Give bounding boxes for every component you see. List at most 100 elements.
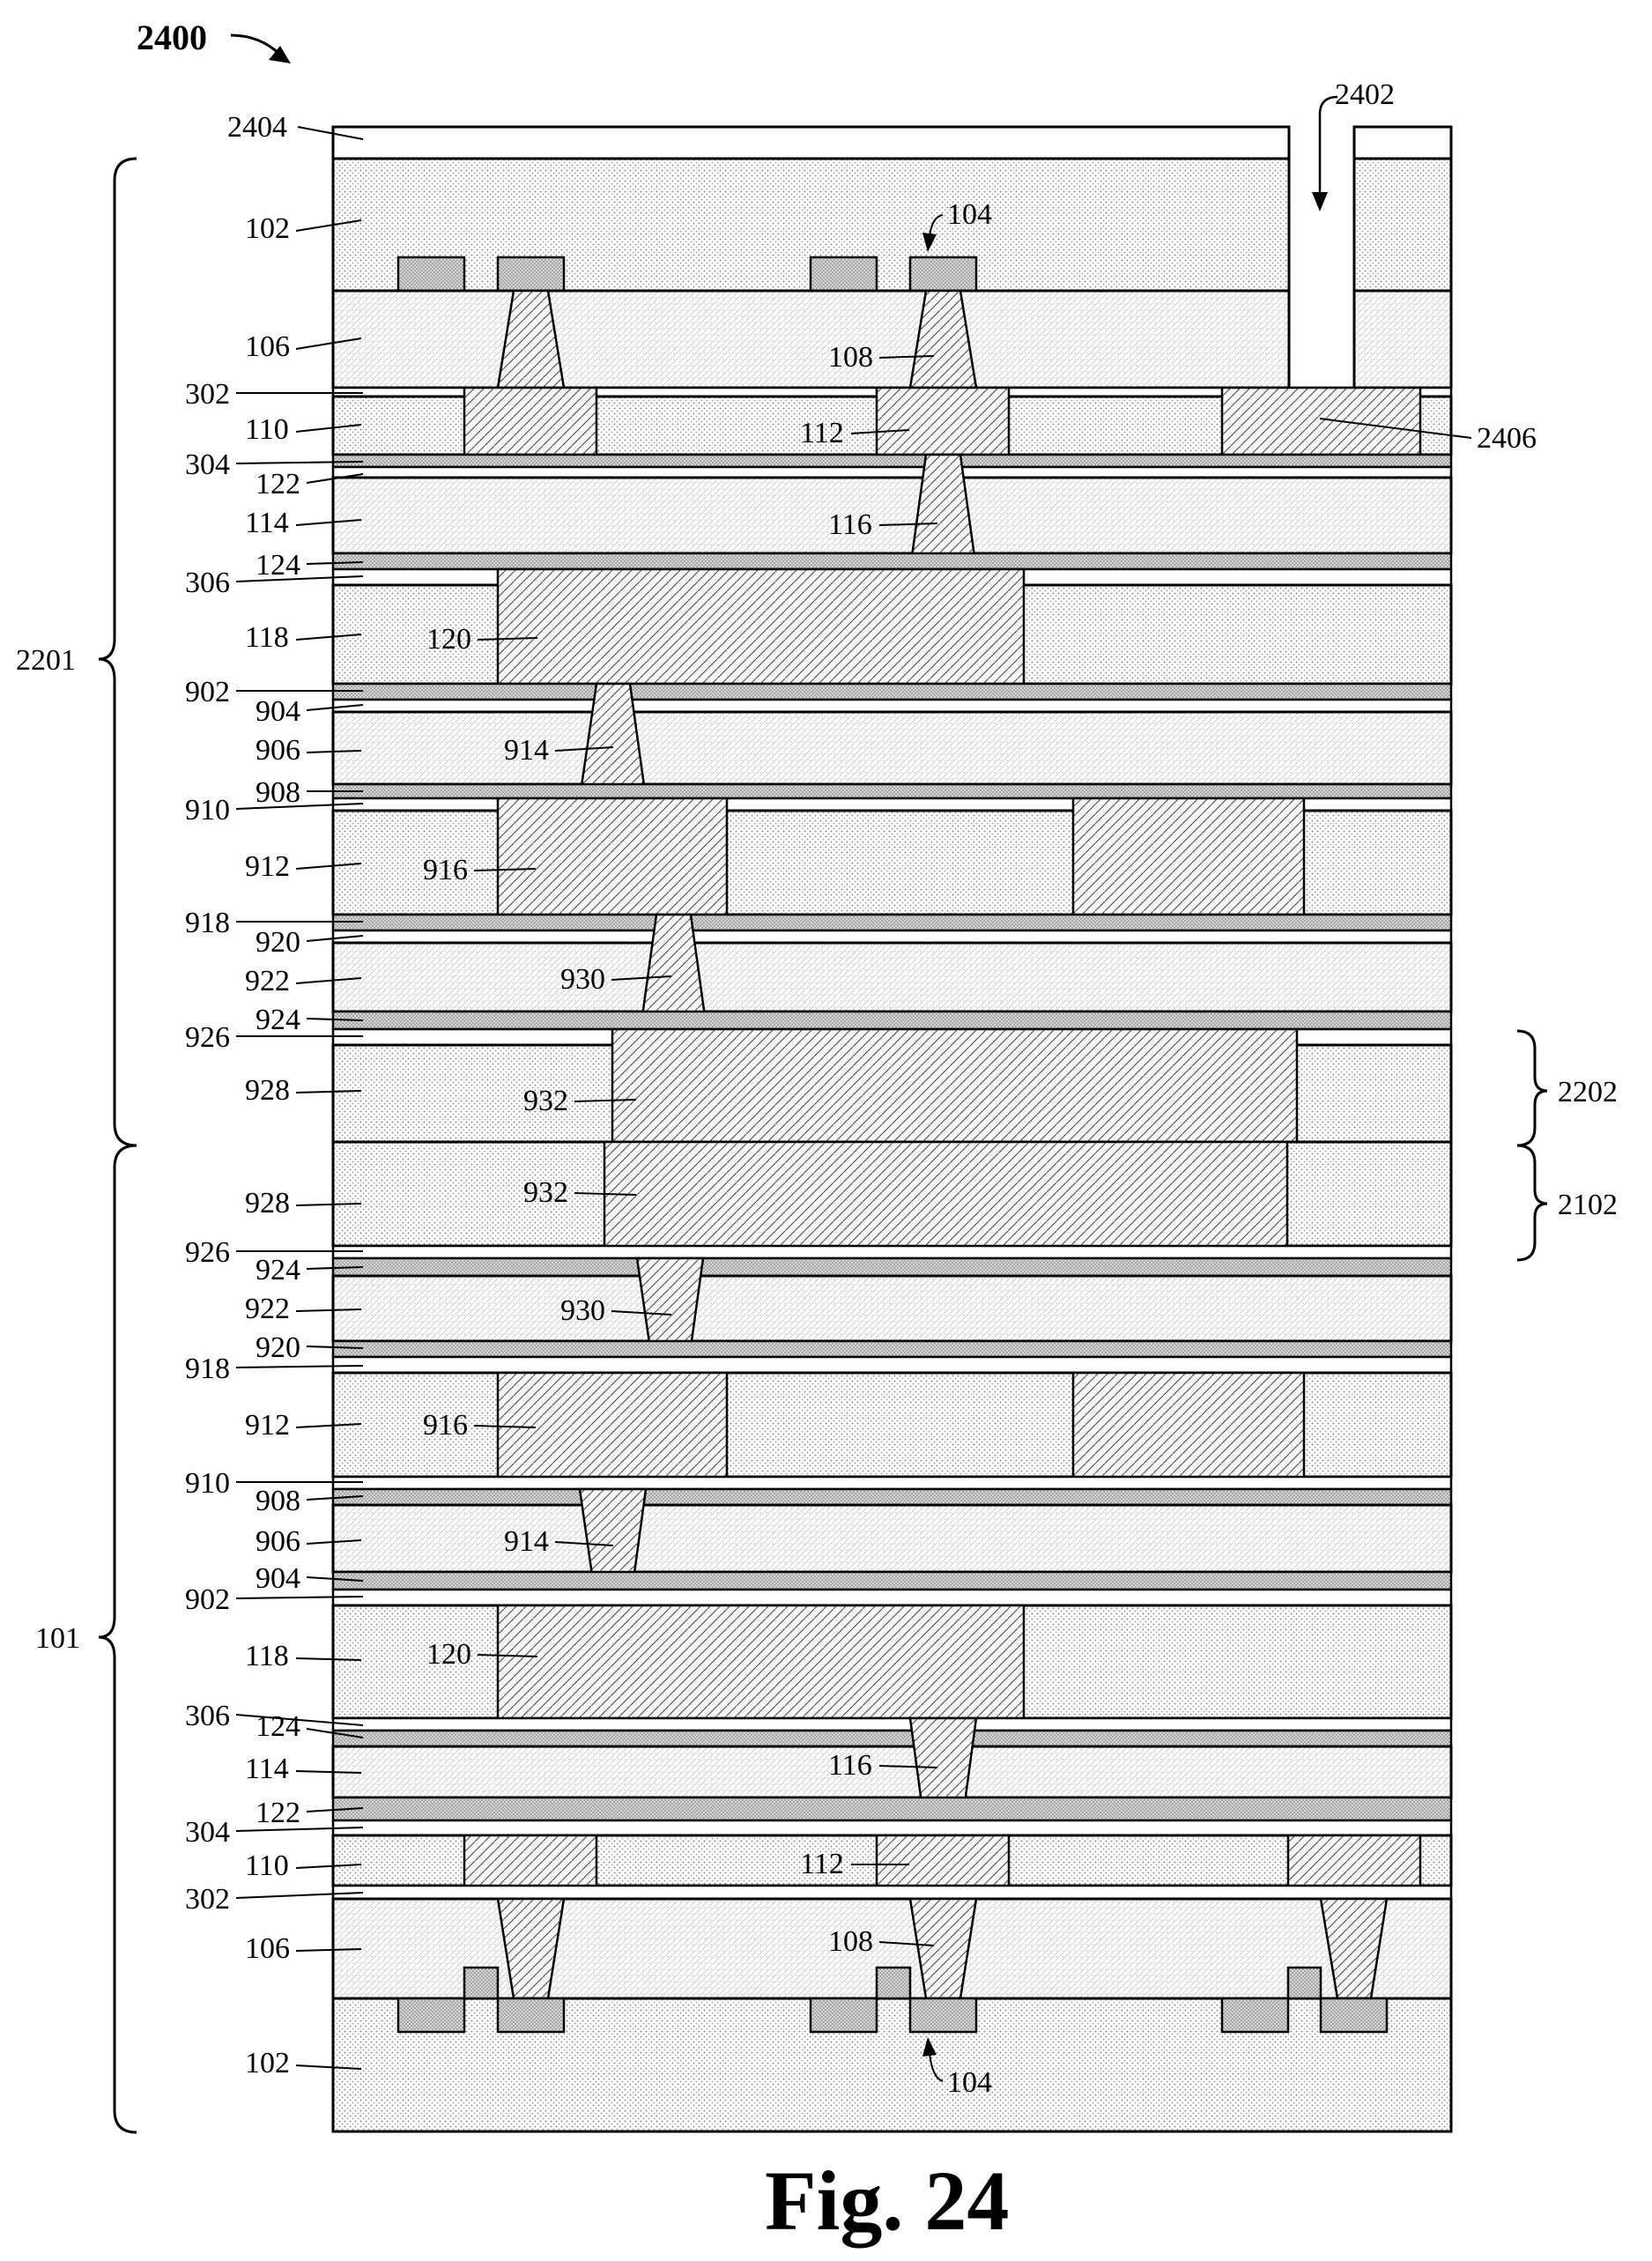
upper-etch-stop-304 — [331, 453, 1453, 469]
figure-number-arrow-icon — [230, 33, 282, 56]
label-914-top: 914 — [504, 734, 549, 767]
bracket-right-2102 — [1516, 1144, 1548, 1262]
label-908-top: 908 — [256, 776, 300, 809]
label-120-top: 120 — [426, 623, 471, 656]
label-928-top: 928 — [245, 1074, 290, 1107]
label-114-bottom: 114 — [245, 1753, 289, 1785]
label-114-top: 114 — [245, 507, 289, 539]
upper-ild-106 — [331, 289, 1291, 389]
lower-metal-120 — [496, 1604, 1026, 1720]
upper-cap-124 — [331, 552, 1453, 571]
trench-arrowhead-icon — [1312, 192, 1328, 211]
left-layer-labels: 102 106 302 110 304 122 114 124 306 118 … — [185, 212, 364, 2079]
label-306-top: 306 — [185, 567, 230, 599]
label-930-bottom: 930 — [560, 1294, 605, 1327]
label-904-bottom: 904 — [256, 1562, 300, 1595]
label-910-bottom: 910 — [185, 1467, 230, 1500]
label-102-bottom: 102 — [245, 2047, 290, 2079]
label-304-top: 304 — [185, 448, 230, 481]
upper-layer-922 — [331, 941, 1453, 1013]
lower-device-arrow-icon — [929, 2052, 944, 2082]
label-106-bottom: 106 — [245, 1932, 290, 1965]
label-116-bottom: 116 — [828, 1749, 872, 1782]
lower-bond-932 — [603, 1140, 1289, 1260]
label-926-bottom: 926 — [185, 1236, 230, 1269]
bracket-lower-101 — [98, 1144, 137, 2134]
upper-metal-916-b — [1071, 797, 1306, 916]
lower-device-label: 104 — [947, 2066, 992, 2099]
label-904-top: 904 — [256, 695, 300, 728]
upper-device-label: 104 — [947, 198, 992, 231]
upper-layer-904 — [331, 698, 1453, 714]
label-110-bottom: 110 — [245, 1850, 289, 1882]
label-304-bottom: 304 — [185, 1816, 230, 1849]
label-930-top: 930 — [560, 963, 605, 996]
label-302-top: 302 — [185, 378, 230, 411]
label-928-bottom: 928 — [245, 1187, 290, 1219]
upper-layer-920 — [331, 929, 1453, 945]
lower-layer-926 — [331, 1244, 1453, 1260]
label-112-bottom: 112 — [800, 1848, 844, 1880]
top-film-label: 2404 — [227, 111, 287, 144]
label-918-top: 918 — [185, 907, 230, 939]
label-116-top: 116 — [828, 508, 872, 541]
label-908-bottom: 908 — [256, 1485, 300, 1517]
label-306-bottom: 306 — [185, 1700, 230, 1732]
lower-layer-904 — [331, 1570, 1453, 1591]
upper-cap-122 — [331, 465, 1453, 479]
lower-device-arrowhead-icon — [922, 2037, 937, 2057]
label-108-bottom: 108 — [828, 1925, 873, 1958]
label-112-top: 112 — [800, 417, 844, 449]
label-906-top: 906 — [256, 734, 300, 767]
upper-device-arrow-icon — [929, 214, 944, 237]
label-912-top: 912 — [245, 850, 290, 883]
lower-etch-stop-304 — [331, 1819, 1453, 1837]
label-922-bottom: 922 — [245, 1293, 290, 1325]
bracket-upper-label: 2201 — [16, 644, 76, 677]
upper-bond-932 — [611, 1027, 1299, 1144]
label-106-top: 106 — [245, 330, 290, 363]
label-118-bottom: 118 — [245, 1640, 289, 1672]
bracket-lower-label: 101 — [35, 1622, 80, 1655]
bond-pad-2406 — [1220, 386, 1422, 456]
figure-number-arrowhead-icon — [269, 46, 291, 63]
figure-caption: Fig. 24 — [765, 2154, 1009, 2248]
label-920-top: 920 — [256, 926, 300, 959]
label-916-bottom: 916 — [423, 1409, 468, 1442]
label-902-top: 902 — [185, 676, 230, 708]
lower-layer-910 — [331, 1475, 1453, 1491]
label-924-top: 924 — [256, 1004, 300, 1036]
upper-metal-120 — [496, 567, 1026, 686]
upper-layer-906 — [331, 710, 1453, 786]
label-122-bottom: 122 — [256, 1797, 300, 1829]
label-906-bottom: 906 — [256, 1525, 300, 1558]
label-124-bottom: 124 — [256, 1710, 300, 1743]
label-922-top: 922 — [245, 965, 290, 997]
label-926-top: 926 — [185, 1021, 230, 1054]
device-stack — [331, 125, 1453, 2133]
label-920-bottom: 920 — [256, 1331, 300, 1364]
label-110-top: 110 — [245, 413, 289, 446]
bond-pad-label: 2406 — [1477, 422, 1537, 455]
lower-layer-902 — [331, 1588, 1453, 1607]
label-932-top: 932 — [523, 1085, 568, 1117]
upper-ild-106-right — [1352, 289, 1453, 389]
label-108-top: 108 — [828, 341, 873, 374]
lower-etch-stop-306 — [331, 1716, 1453, 1732]
upper-imd-114 — [331, 476, 1453, 555]
label-102-top: 102 — [245, 212, 290, 245]
lower-metal-916-b — [1071, 1371, 1306, 1491]
label-914-bottom: 914 — [504, 1525, 549, 1558]
figure-number-label: 2400 — [137, 18, 207, 57]
lower-layer-906 — [331, 1503, 1453, 1574]
upper-layer-908 — [331, 782, 1453, 800]
lower-cap-124 — [331, 1729, 1453, 1748]
upper-device-arrowhead-icon — [922, 233, 937, 252]
bond-pad-leader — [1319, 418, 1472, 439]
label-124-top: 124 — [256, 549, 300, 582]
lower-layer-922 — [331, 1274, 1453, 1343]
label-910-top: 910 — [185, 794, 230, 827]
label-924-bottom: 924 — [256, 1254, 300, 1286]
